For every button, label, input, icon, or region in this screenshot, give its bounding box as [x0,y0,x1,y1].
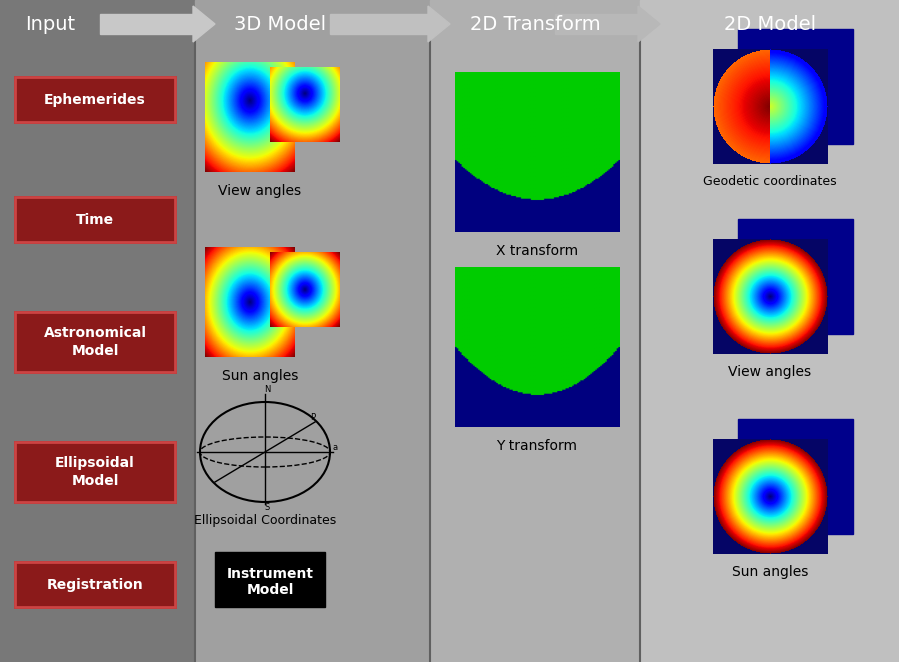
Text: X transform: X transform [496,244,578,258]
Text: Input: Input [25,15,75,34]
Text: Geodetic coordinates: Geodetic coordinates [703,175,837,188]
Text: Sun angles: Sun angles [732,565,808,579]
Text: 2D Model: 2D Model [724,15,816,34]
Text: a: a [333,443,337,452]
Bar [640,0,899,662]
Text: Ellipsoidal
Model: Ellipsoidal Model [55,456,135,488]
Bar [430,0,640,662]
Text: Ephemerides: Ephemerides [44,93,146,107]
Bar [215,552,325,607]
Text: Model: Model [246,583,294,596]
Text: Registration: Registration [47,577,143,592]
Text: View angles: View angles [728,365,812,379]
Text: N: N [263,385,271,394]
Text: P: P [310,413,316,422]
Bar [555,14,638,34]
Bar [738,419,853,534]
Bar [15,197,175,242]
Bar [330,14,428,34]
Bar [15,442,175,502]
Text: View angles: View angles [218,184,301,198]
Bar [15,442,175,502]
Bar [0,0,195,662]
Bar [15,312,175,372]
Bar [195,0,430,662]
Bar [15,562,175,607]
Polygon shape [193,6,215,42]
Bar [15,562,175,607]
Text: Sun angles: Sun angles [222,369,298,383]
Bar [738,219,853,334]
Bar [738,29,853,144]
Polygon shape [638,6,660,42]
Text: Y transform: Y transform [496,439,577,453]
Text: 2D Transform: 2D Transform [469,15,601,34]
Polygon shape [428,6,450,42]
Text: Time: Time [76,213,114,226]
Bar [15,197,175,242]
Text: 3D Model: 3D Model [234,15,326,34]
Text: Instrument: Instrument [227,567,314,581]
Bar [15,312,175,372]
Text: S: S [264,503,270,512]
Bar [100,14,193,34]
Text: Astronomical
Model: Astronomical Model [43,326,147,357]
Bar [15,77,175,122]
Text: Ellipsoidal Coordinates: Ellipsoidal Coordinates [194,514,336,527]
Bar [15,77,175,122]
